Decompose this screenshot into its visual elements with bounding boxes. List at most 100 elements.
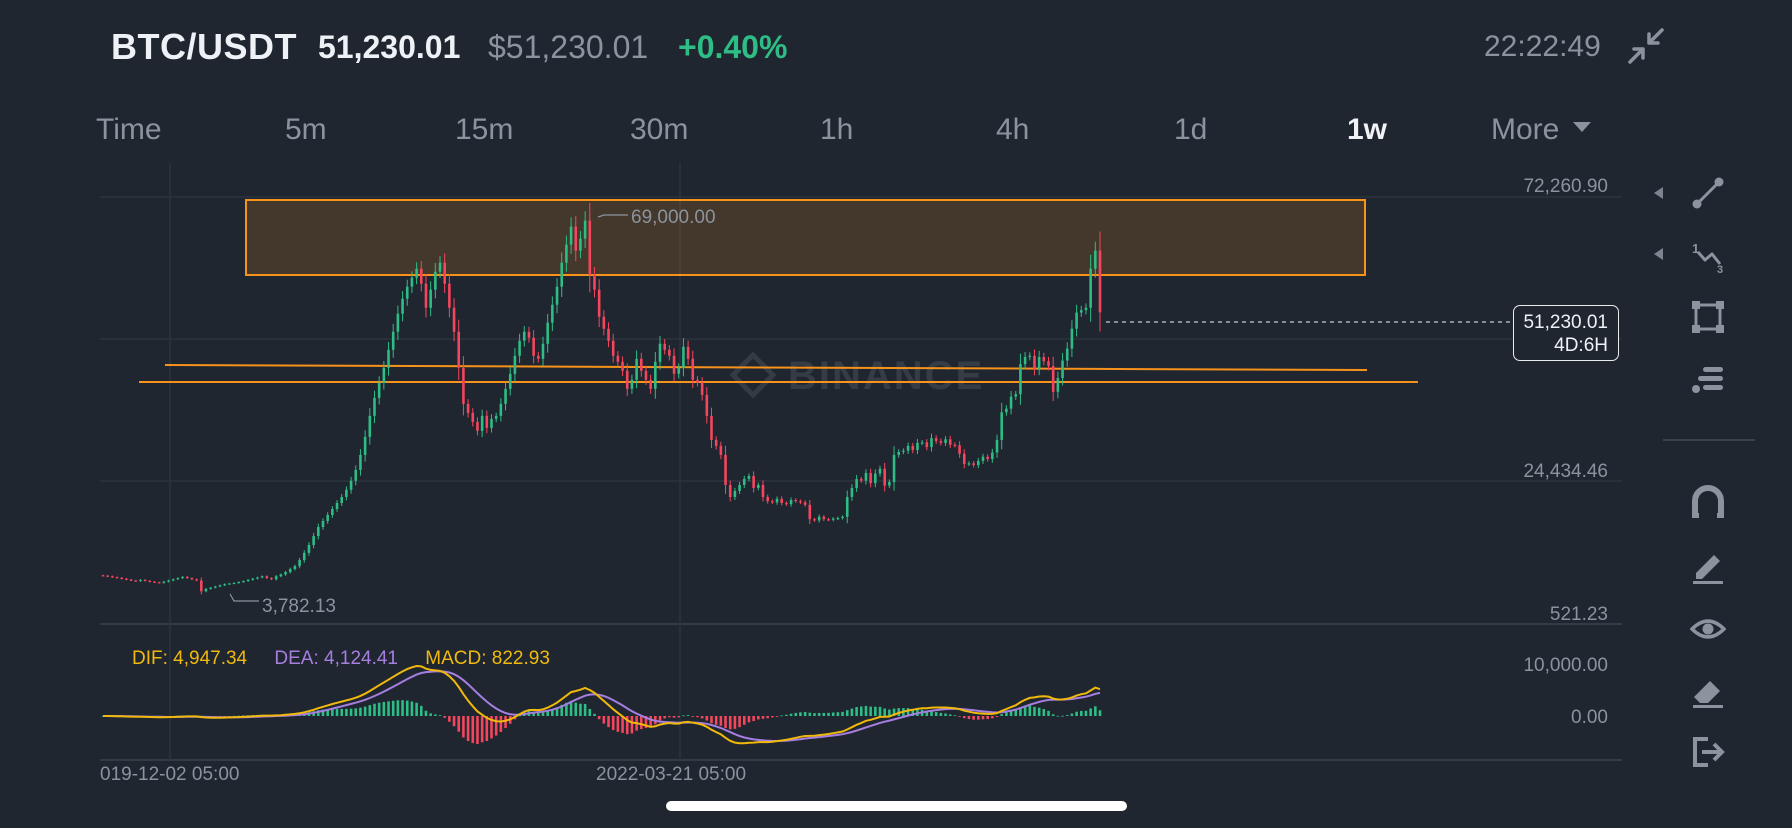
- tab-time[interactable]: Time: [96, 113, 162, 146]
- tab-more[interactable]: More: [1491, 113, 1592, 147]
- macd-bar: [476, 716, 479, 744]
- tab-5m[interactable]: 5m: [285, 113, 327, 146]
- indicator-icon[interactable]: [1690, 361, 1726, 397]
- binance-logo-icon: [729, 351, 777, 399]
- candle-body: [246, 579, 250, 582]
- eraser-icon[interactable]: [1690, 673, 1726, 709]
- candle-body: [420, 268, 423, 284]
- candle-body: [1037, 356, 1041, 370]
- candle-body: [785, 502, 788, 505]
- macd-bar: [831, 712, 835, 716]
- candle-body: [443, 262, 446, 284]
- candle-body: [803, 502, 807, 505]
- trend-line-icon[interactable]: [1690, 175, 1726, 211]
- macd-bar: [925, 710, 929, 716]
- candle-body: [981, 456, 985, 461]
- candle-body: [916, 442, 919, 451]
- candle-body: [265, 576, 269, 579]
- pair-title[interactable]: BTC/USDT: [111, 26, 297, 67]
- candle-body: [747, 475, 751, 479]
- macd-bar: [382, 701, 386, 716]
- macd-bar: [443, 716, 446, 718]
- high-annotation-leader: [597, 214, 628, 218]
- macd-bar: [761, 716, 765, 719]
- tab-30m[interactable]: 30m: [630, 113, 689, 146]
- candle-body: [738, 484, 741, 491]
- candle-body: [368, 415, 372, 437]
- candle-body: [794, 499, 798, 502]
- magnet-icon[interactable]: [1690, 485, 1726, 521]
- macd-bar: [237, 715, 241, 717]
- macd-bar: [822, 712, 826, 716]
- candle-body: [1075, 312, 1078, 329]
- fibonacci-icon[interactable]: 1 3: [1690, 238, 1726, 274]
- candle-body: [134, 580, 138, 582]
- exit-icon[interactable]: [1690, 734, 1726, 770]
- macd-bar: [883, 708, 886, 716]
- home-indicator[interactable]: [666, 801, 1127, 811]
- candle-body: [925, 442, 929, 448]
- candle-body: [541, 343, 545, 359]
- candle-body: [1042, 356, 1046, 362]
- candle-body: [588, 220, 592, 275]
- macd-bar: [616, 716, 620, 732]
- candle-body: [1023, 356, 1027, 365]
- support-line-1[interactable]: [164, 364, 1368, 371]
- macd-bar: [780, 715, 783, 717]
- candle-body: [532, 337, 535, 356]
- candle-body: [953, 444, 957, 446]
- macd-bar: [668, 716, 671, 718]
- macd-bar: [415, 702, 418, 716]
- macd-bar: [766, 716, 769, 719]
- candle-body: [242, 581, 245, 583]
- resistance-zone[interactable]: [245, 199, 1366, 276]
- macd-bar: [1023, 705, 1027, 716]
- candle-body: [270, 578, 273, 580]
- macd-bar: [551, 709, 554, 716]
- macd-bar: [991, 716, 994, 719]
- macd-histogram: [101, 700, 1102, 744]
- tab-15m[interactable]: 15m: [455, 113, 514, 146]
- macd-bar: [434, 714, 437, 716]
- expand-arrow-icon[interactable]: [1654, 187, 1663, 199]
- macd-bar: [738, 716, 741, 728]
- candle-body: [260, 576, 264, 578]
- candle-body: [682, 346, 685, 368]
- macd-bar: [841, 711, 844, 716]
- tab-1w[interactable]: 1w: [1347, 113, 1388, 146]
- candle-body: [359, 454, 362, 470]
- candle-body: [639, 358, 643, 371]
- macd-bar: [448, 716, 451, 722]
- macd-bar: [377, 702, 381, 716]
- visibility-icon[interactable]: [1690, 611, 1726, 647]
- candle-body: [200, 580, 203, 592]
- macd-bar: [972, 716, 975, 720]
- macd-bar: [429, 713, 432, 716]
- macd-bar: [555, 707, 559, 716]
- macd-bar: [644, 716, 648, 728]
- macd-bar: [686, 715, 690, 716]
- macd-bar: [546, 711, 549, 716]
- candle-body: [513, 355, 517, 374]
- macd-bar: [855, 707, 858, 716]
- brush-icon[interactable]: [1690, 549, 1726, 585]
- candle-body: [387, 349, 390, 368]
- candle-body: [279, 574, 283, 577]
- macd-bar: [611, 716, 615, 731]
- macd-bar: [696, 716, 699, 718]
- collapse-icon[interactable]: [1628, 28, 1664, 64]
- macd-bar: [672, 716, 676, 718]
- macd-bar: [724, 716, 727, 728]
- macd-bar: [537, 712, 540, 716]
- tab-1h[interactable]: 1h: [820, 113, 854, 146]
- tab-1d[interactable]: 1d: [1174, 113, 1208, 146]
- expand-arrow-icon[interactable]: [1654, 248, 1663, 260]
- tab-4h[interactable]: 4h: [996, 113, 1030, 146]
- candle-body: [607, 328, 610, 341]
- candle-body: [948, 439, 952, 445]
- rectangle-icon[interactable]: [1690, 299, 1726, 335]
- candle-body: [476, 421, 479, 431]
- macd-bar: [705, 716, 709, 721]
- macd-bar: [817, 712, 821, 716]
